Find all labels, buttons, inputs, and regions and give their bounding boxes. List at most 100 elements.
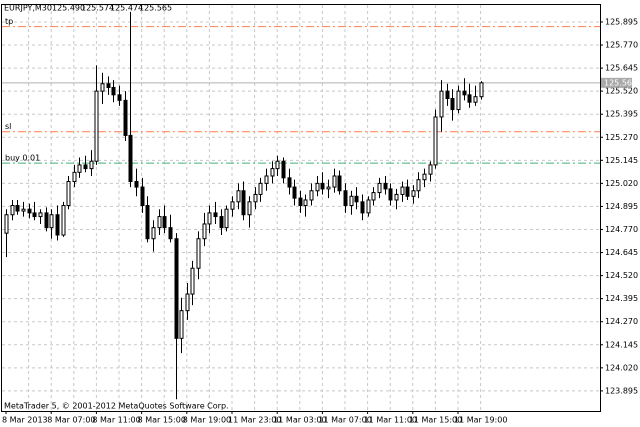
- y-tick-label: 124.020: [605, 363, 638, 372]
- candle-body: [44, 212, 49, 229]
- candle-body: [134, 181, 139, 188]
- candle-body: [94, 90, 99, 162]
- y-tick-label: 125.145: [605, 156, 638, 165]
- candle-body: [264, 175, 269, 184]
- candle-body: [145, 205, 150, 240]
- axes: 125.895 125.770 125.645 125.520 125.395 125.2…: [2, 17, 638, 424]
- y-tick-label: 124.645: [605, 248, 638, 257]
- candle-body: [326, 186, 331, 190]
- candle-body: [309, 190, 314, 201]
- price-label: 125.565: [604, 78, 637, 87]
- candle-body: [411, 190, 416, 197]
- candle-body: [456, 90, 461, 111]
- candle-body: [236, 190, 241, 203]
- candle-body: [213, 212, 218, 218]
- y-tick-label: 125.270: [605, 133, 638, 142]
- candle-body: [179, 310, 184, 339]
- candle-body: [383, 182, 388, 190]
- candle-body: [275, 160, 280, 170]
- candle-body: [66, 181, 71, 207]
- candle-body: [27, 208, 32, 214]
- candle-body: [320, 182, 325, 190]
- candle-body: [433, 116, 438, 166]
- plot-frame: [1, 4, 601, 412]
- candle-body: [281, 160, 286, 179]
- x-tick-label: 11 Mar 03:00: [273, 416, 326, 425]
- x-tick-label: 8 Mar 07:00: [47, 416, 95, 425]
- candle-body: [428, 164, 433, 175]
- x-tick-label: 11 Mar 19:00: [454, 416, 507, 425]
- candle-body: [349, 195, 354, 207]
- candle-body: [157, 216, 162, 229]
- header-ohlc: 125.574: [81, 4, 114, 13]
- trade-level-label: sl: [5, 122, 11, 131]
- header-ohlc: 125.565: [139, 4, 172, 13]
- candle-body: [479, 82, 484, 98]
- candle-body: [332, 175, 337, 188]
- trade-level-label: buy 0.01: [5, 154, 40, 163]
- candle-body: [190, 267, 195, 295]
- candle-body: [422, 173, 427, 181]
- candle-body: [174, 238, 179, 339]
- candle-body: [106, 83, 111, 88]
- candle-body: [343, 190, 348, 207]
- candle-body: [55, 214, 60, 236]
- candle-body: [140, 186, 145, 207]
- candle-body: [89, 160, 94, 170]
- candle-body: [354, 195, 359, 203]
- price-label-box: [601, 77, 632, 88]
- candle-body: [270, 168, 275, 177]
- y-tick-label: 124.895: [605, 202, 638, 211]
- candle-body: [32, 212, 37, 218]
- candle-body: [241, 190, 246, 216]
- candle-body: [162, 216, 167, 229]
- candle-body: [394, 193, 399, 201]
- candle-body: [111, 86, 116, 96]
- y-tick-label: 125.520: [605, 87, 638, 96]
- candle-body: [303, 199, 308, 207]
- candle-body: [247, 201, 252, 216]
- x-tick-label: 11 Mar 07:00: [318, 416, 371, 425]
- candle-body: [366, 199, 371, 214]
- candle-body: [360, 201, 365, 214]
- x-tick-label: 8 Mar 11:00: [92, 416, 140, 425]
- candle-body: [202, 223, 207, 240]
- candle-body: [15, 205, 20, 212]
- candle-body: [83, 164, 88, 170]
- candle-body: [72, 171, 77, 183]
- candle-body: [49, 214, 54, 229]
- candle-body: [445, 90, 450, 100]
- symbol-title: EURJPY,M30: [4, 4, 52, 13]
- x-tick-label: 8 Mar 15:00: [138, 416, 186, 425]
- y-tick-label: 125.395: [605, 110, 638, 119]
- copyright: MetaTrader 5, © 2001-2012 MetaQuotes Sof…: [4, 402, 229, 411]
- x-tick-label: 8 Mar 19:00: [183, 416, 231, 425]
- candle-body: [473, 96, 478, 103]
- candle-body: [298, 197, 303, 207]
- candle-body: [450, 98, 455, 111]
- candle-body: [117, 94, 122, 101]
- grid: [2, 5, 600, 411]
- trade-level-label: tp: [5, 17, 13, 26]
- candle-body: [207, 212, 212, 225]
- levels: tp sl buy 0.01: [2, 17, 600, 164]
- candle-body: [77, 164, 82, 173]
- candle-body: [38, 212, 43, 218]
- y-tick-label: 124.770: [605, 225, 638, 234]
- y-tick-label: 125.645: [605, 64, 638, 73]
- y-tick-label: 125.020: [605, 179, 638, 188]
- candles: [4, 11, 484, 400]
- y-tick-label: 124.145: [605, 340, 638, 349]
- candle-body: [168, 227, 173, 240]
- candle-body: [405, 186, 410, 197]
- candle-body: [253, 193, 258, 203]
- x-tick-label: 11 Mar 11:00: [364, 416, 417, 425]
- candle-body: [416, 179, 421, 192]
- candle-body: [377, 182, 382, 194]
- y-tick-label: 124.520: [605, 271, 638, 280]
- candle-body: [224, 208, 229, 229]
- y-tick-label: 125.770: [605, 41, 638, 50]
